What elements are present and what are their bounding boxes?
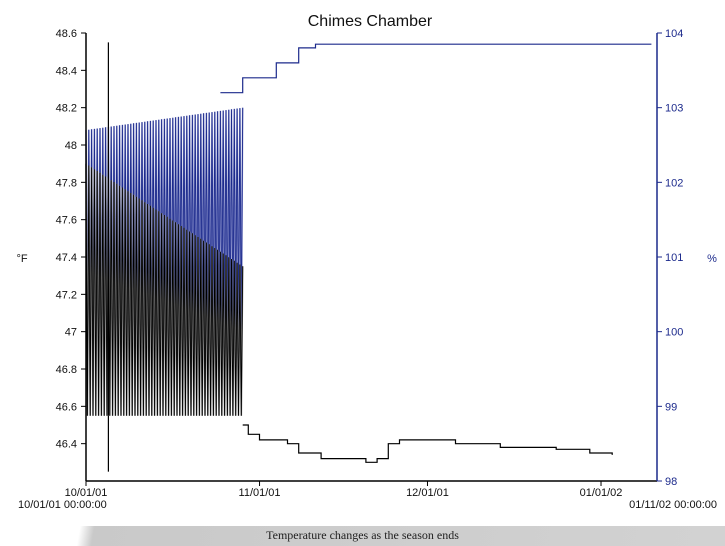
left-tick-label-5: 47.6 [56,215,77,227]
series-1-steps [220,43,652,94]
chart-title: Chimes Chamber [308,13,433,30]
caption-text: Temperature changes as the season ends [266,528,459,542]
series-0-oscillation [85,163,244,416]
left-tick-label-6: 47.4 [56,252,77,264]
x-end-label: 01/11/02 00:00:00 [629,499,717,511]
y-axis-label-right: % [707,253,717,265]
left-tick-label-2: 48.2 [56,103,77,115]
right-tick-label-0: 104 [665,28,683,40]
left-tick-label-3: 48 [65,140,77,152]
x-start-label: 10/01/01 00:00:00 [18,499,107,511]
left-tick-label-4: 47.8 [56,177,77,189]
right-axis-ticks: 104 103 102 101 100 99 98 [657,28,683,488]
chart: Chimes Chamber 48.6 48.4 48.2 48 47.8 47.6 47.… [16,13,717,511]
right-tick-label-5: 99 [665,401,677,413]
left-tick-label-10: 46.6 [56,401,77,413]
left-tick-label-9: 46.8 [56,364,77,376]
y-axis-label-left: °F [16,253,27,265]
left-tick-label-11: 46.4 [56,439,77,451]
left-tick-label-8: 47 [65,327,77,339]
left-tick-label-7: 47.2 [56,289,77,301]
x-tick-label-0: 10/01/01 [65,487,108,499]
right-tick-label-4: 100 [665,327,683,339]
x-tick-label-3: 01/01/02 [580,487,623,499]
series-layer [85,42,652,472]
series-0-steps [242,424,613,463]
series-0 [85,42,613,472]
x-axis-ticks: 10/01/01 11/01/01 12/01/01 01/01/02 [65,481,623,499]
caption-bar: Temperature changes as the season ends [0,526,725,546]
right-tick-label-1: 103 [665,103,683,115]
left-tick-label-0: 48.6 [56,28,77,40]
right-tick-label-6: 98 [665,476,677,488]
right-tick-label-3: 101 [665,252,683,264]
right-tick-label-2: 102 [665,177,683,189]
left-tick-label-1: 48.4 [56,65,77,77]
x-tick-label-1: 11/01/01 [239,487,281,499]
x-tick-label-2: 12/01/01 [406,487,449,499]
left-axis-ticks: 48.6 48.4 48.2 48 47.8 47.6 47.4 47.2 47 46.8 46.6… [56,28,86,451]
